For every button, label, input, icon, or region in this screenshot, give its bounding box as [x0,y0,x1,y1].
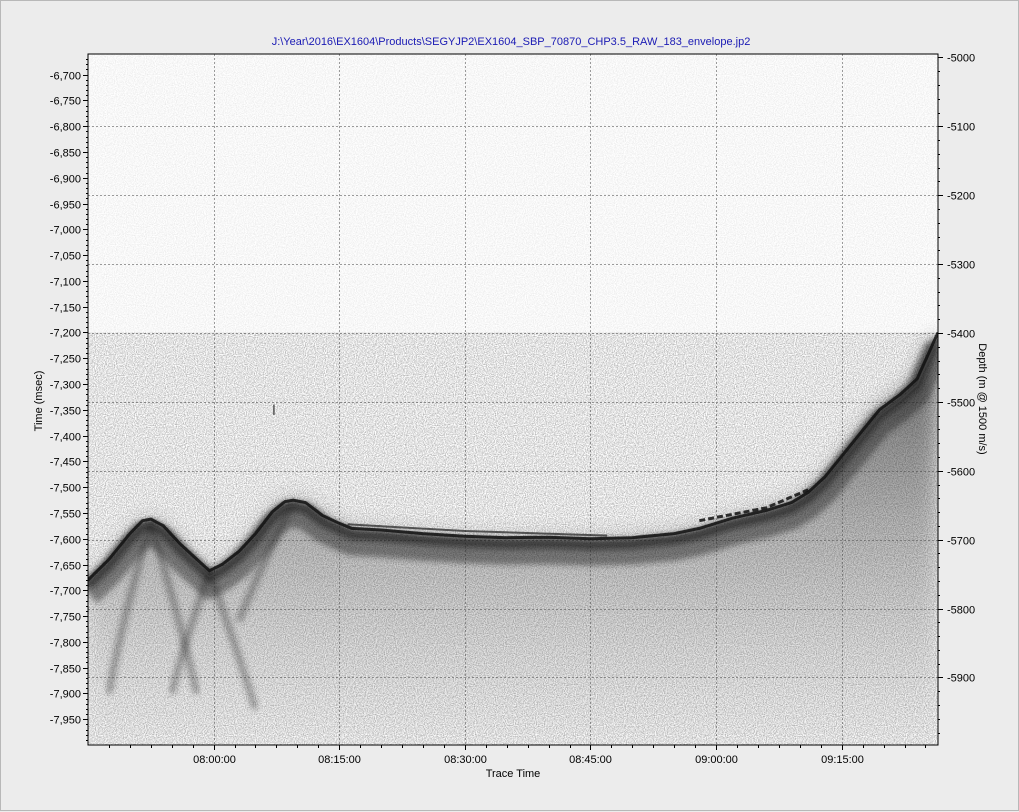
x-tick-label: 09:15:00 [821,754,864,766]
y-tick-label: -7,700 [50,586,81,598]
y2-tick-label: -5600 [947,467,975,479]
y-tick-label: -7,100 [50,277,81,289]
x-tick-label: 08:30:00 [444,754,487,766]
y-tick-label: -6,700 [50,71,81,83]
x-tick-label: 09:00:00 [695,754,738,766]
y-tick-label: -7,600 [50,535,81,547]
diffraction-tail [206,571,259,710]
y-tick-label: -7,150 [50,303,81,315]
y-tick-label: -6,750 [50,96,81,108]
y-tick-label: -7,750 [50,612,81,624]
diffraction-tail [168,571,213,695]
diffraction-tail [147,522,201,695]
sediment-layer [347,523,608,537]
seafloor-reflector [88,331,938,582]
y-tick-label: -7,850 [50,664,81,676]
y-tick-label: -7,000 [50,225,81,237]
x-axis-label: Trace Time [486,768,541,780]
diffraction-tail [105,522,155,695]
axes: 08:00:00 08:15:00 08:30:00 08:45:00 09:00:00… [50,53,975,767]
y-tick-label: -7,800 [50,638,81,650]
y-tick-label: -7,500 [50,483,81,495]
x-tick-label: 08:00:00 [193,754,236,766]
y-tick-label: -7,350 [50,406,81,418]
y2-tick-label: -5100 [947,122,975,134]
y-tick-label: -7,650 [50,561,81,573]
y2-tick-label: -5800 [947,605,975,617]
y2-axis-label: Depth (m @ 1500 m/s) [976,343,988,454]
y2-tick-label: -5200 [947,191,975,203]
y-tick-label: -7,550 [50,509,81,521]
y2-tick-label: -5700 [947,536,975,548]
y2-tick-label: -5500 [947,398,975,410]
y-tick-label: -7,050 [50,251,81,263]
slope-reflector [699,488,809,523]
x-tick-label: 08:45:00 [569,754,612,766]
y-tick-label: -7,950 [50,715,81,727]
y-tick-label: -7,300 [50,380,81,392]
chart-title: J:\Year\2016\EX1604\Products\SEGYJP2\EX1… [272,36,751,48]
y-tick-label: -6,950 [50,200,81,212]
seafloor-reflector-echo [88,338,938,587]
y2-tick-label: -5400 [947,329,975,341]
y2-tick-label: -5000 [947,53,975,65]
y-tick-label: -7,400 [50,432,81,444]
diffraction-tail [235,501,297,623]
y-axis-label: Time (msec) [33,371,45,432]
x-tick-label: 08:15:00 [318,754,361,766]
y-tick-label: -6,900 [50,174,81,186]
plot-border [87,53,939,746]
y-tick-label: -7,900 [50,689,81,701]
y-tick-label: -7,250 [50,354,81,366]
y2-tick-label: -5300 [947,260,975,272]
y-tick-label: -6,800 [50,122,81,134]
y-tick-label: -7,450 [50,457,81,469]
seismic-profile [88,331,938,745]
y-tick-label: -7,200 [50,328,81,340]
y2-tick-label: -5900 [947,673,975,685]
y-tick-label: -6,850 [50,148,81,160]
